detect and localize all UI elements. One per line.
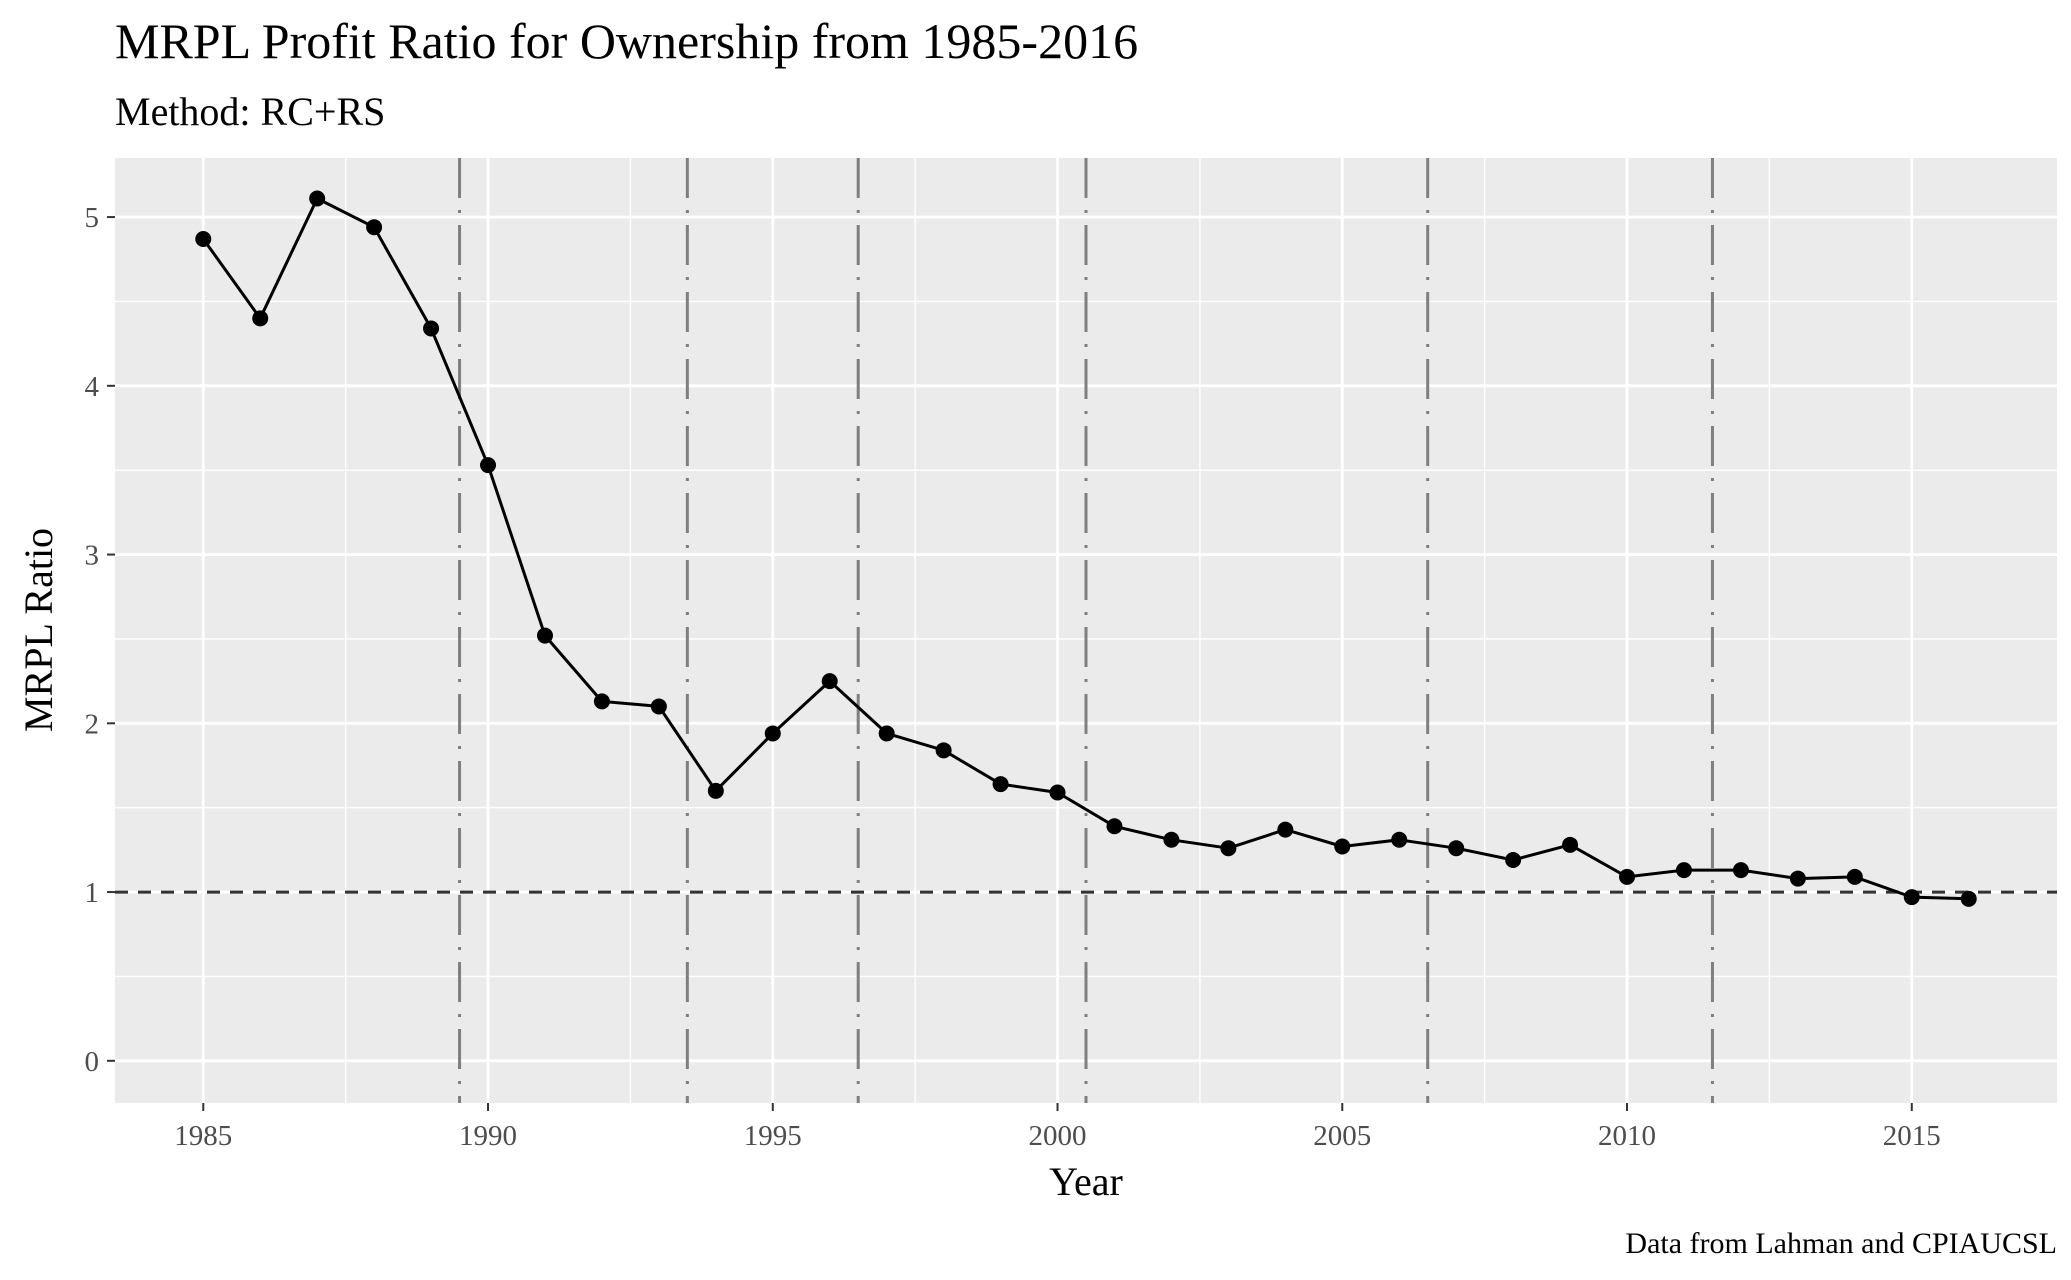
x-tick-label: 1990 — [459, 1120, 517, 1152]
y-tick-label: 1 — [85, 877, 100, 909]
data-point — [252, 310, 269, 327]
data-point — [1903, 889, 1920, 906]
y-tick-label: 5 — [85, 202, 100, 234]
data-point — [1220, 840, 1237, 857]
x-axis-title: Year — [1049, 1159, 1123, 1204]
data-point — [1277, 821, 1294, 838]
data-point — [878, 725, 895, 742]
x-tick-label: 1995 — [744, 1120, 802, 1152]
series-line — [202, 197, 1969, 901]
data-point — [536, 627, 553, 644]
data-point — [707, 782, 724, 799]
chart-title: MRPL Profit Ratio for Ownership from 198… — [115, 13, 1138, 69]
data-point — [423, 320, 440, 337]
data-point — [821, 673, 838, 690]
data-point — [1675, 862, 1692, 879]
vertical-reference-lines — [458, 158, 1714, 1103]
data-point — [935, 742, 952, 759]
x-tick-label: 2010 — [1598, 1120, 1656, 1152]
chart-caption: Data from Lahman and CPIAUCSL — [1625, 1227, 2057, 1260]
data-point — [1960, 890, 1977, 907]
data-point — [309, 190, 326, 207]
x-tick-label: 2015 — [1883, 1120, 1941, 1152]
y-tick-label: 3 — [85, 540, 100, 572]
x-axis: 1985 1990 1995 2000 2005 2010 2015 — [174, 1103, 1941, 1152]
data-point — [366, 219, 383, 236]
data-point — [1789, 870, 1806, 887]
series-group — [195, 190, 1977, 907]
data-point — [992, 776, 1009, 793]
y-tick-label: 0 — [85, 1046, 100, 1078]
x-tick-label: 2000 — [1029, 1120, 1087, 1152]
y-axis: 0 1 2 3 4 5 — [85, 202, 115, 1078]
data-point — [1448, 840, 1465, 857]
data-point — [1391, 831, 1408, 848]
data-point — [1846, 868, 1863, 885]
x-tick-label: 1985 — [174, 1120, 232, 1152]
data-point — [195, 231, 212, 247]
data-point — [1562, 836, 1579, 853]
data-point — [1106, 818, 1123, 835]
y-axis-title: MRPL Ratio — [16, 528, 61, 732]
data-point — [480, 457, 497, 474]
data-point — [1732, 862, 1749, 879]
x-tick-label: 2005 — [1313, 1120, 1371, 1152]
data-point — [1334, 838, 1351, 855]
y-tick-label: 2 — [85, 708, 100, 740]
y-tick-label: 4 — [85, 371, 100, 403]
data-point — [1505, 852, 1522, 868]
data-point — [1049, 784, 1066, 801]
data-point — [650, 698, 667, 715]
data-point — [1619, 868, 1636, 885]
data-point — [764, 725, 781, 742]
chart-subtitle: Method: RC+RS — [115, 89, 385, 134]
data-point — [593, 693, 610, 710]
data-point — [1163, 831, 1180, 848]
